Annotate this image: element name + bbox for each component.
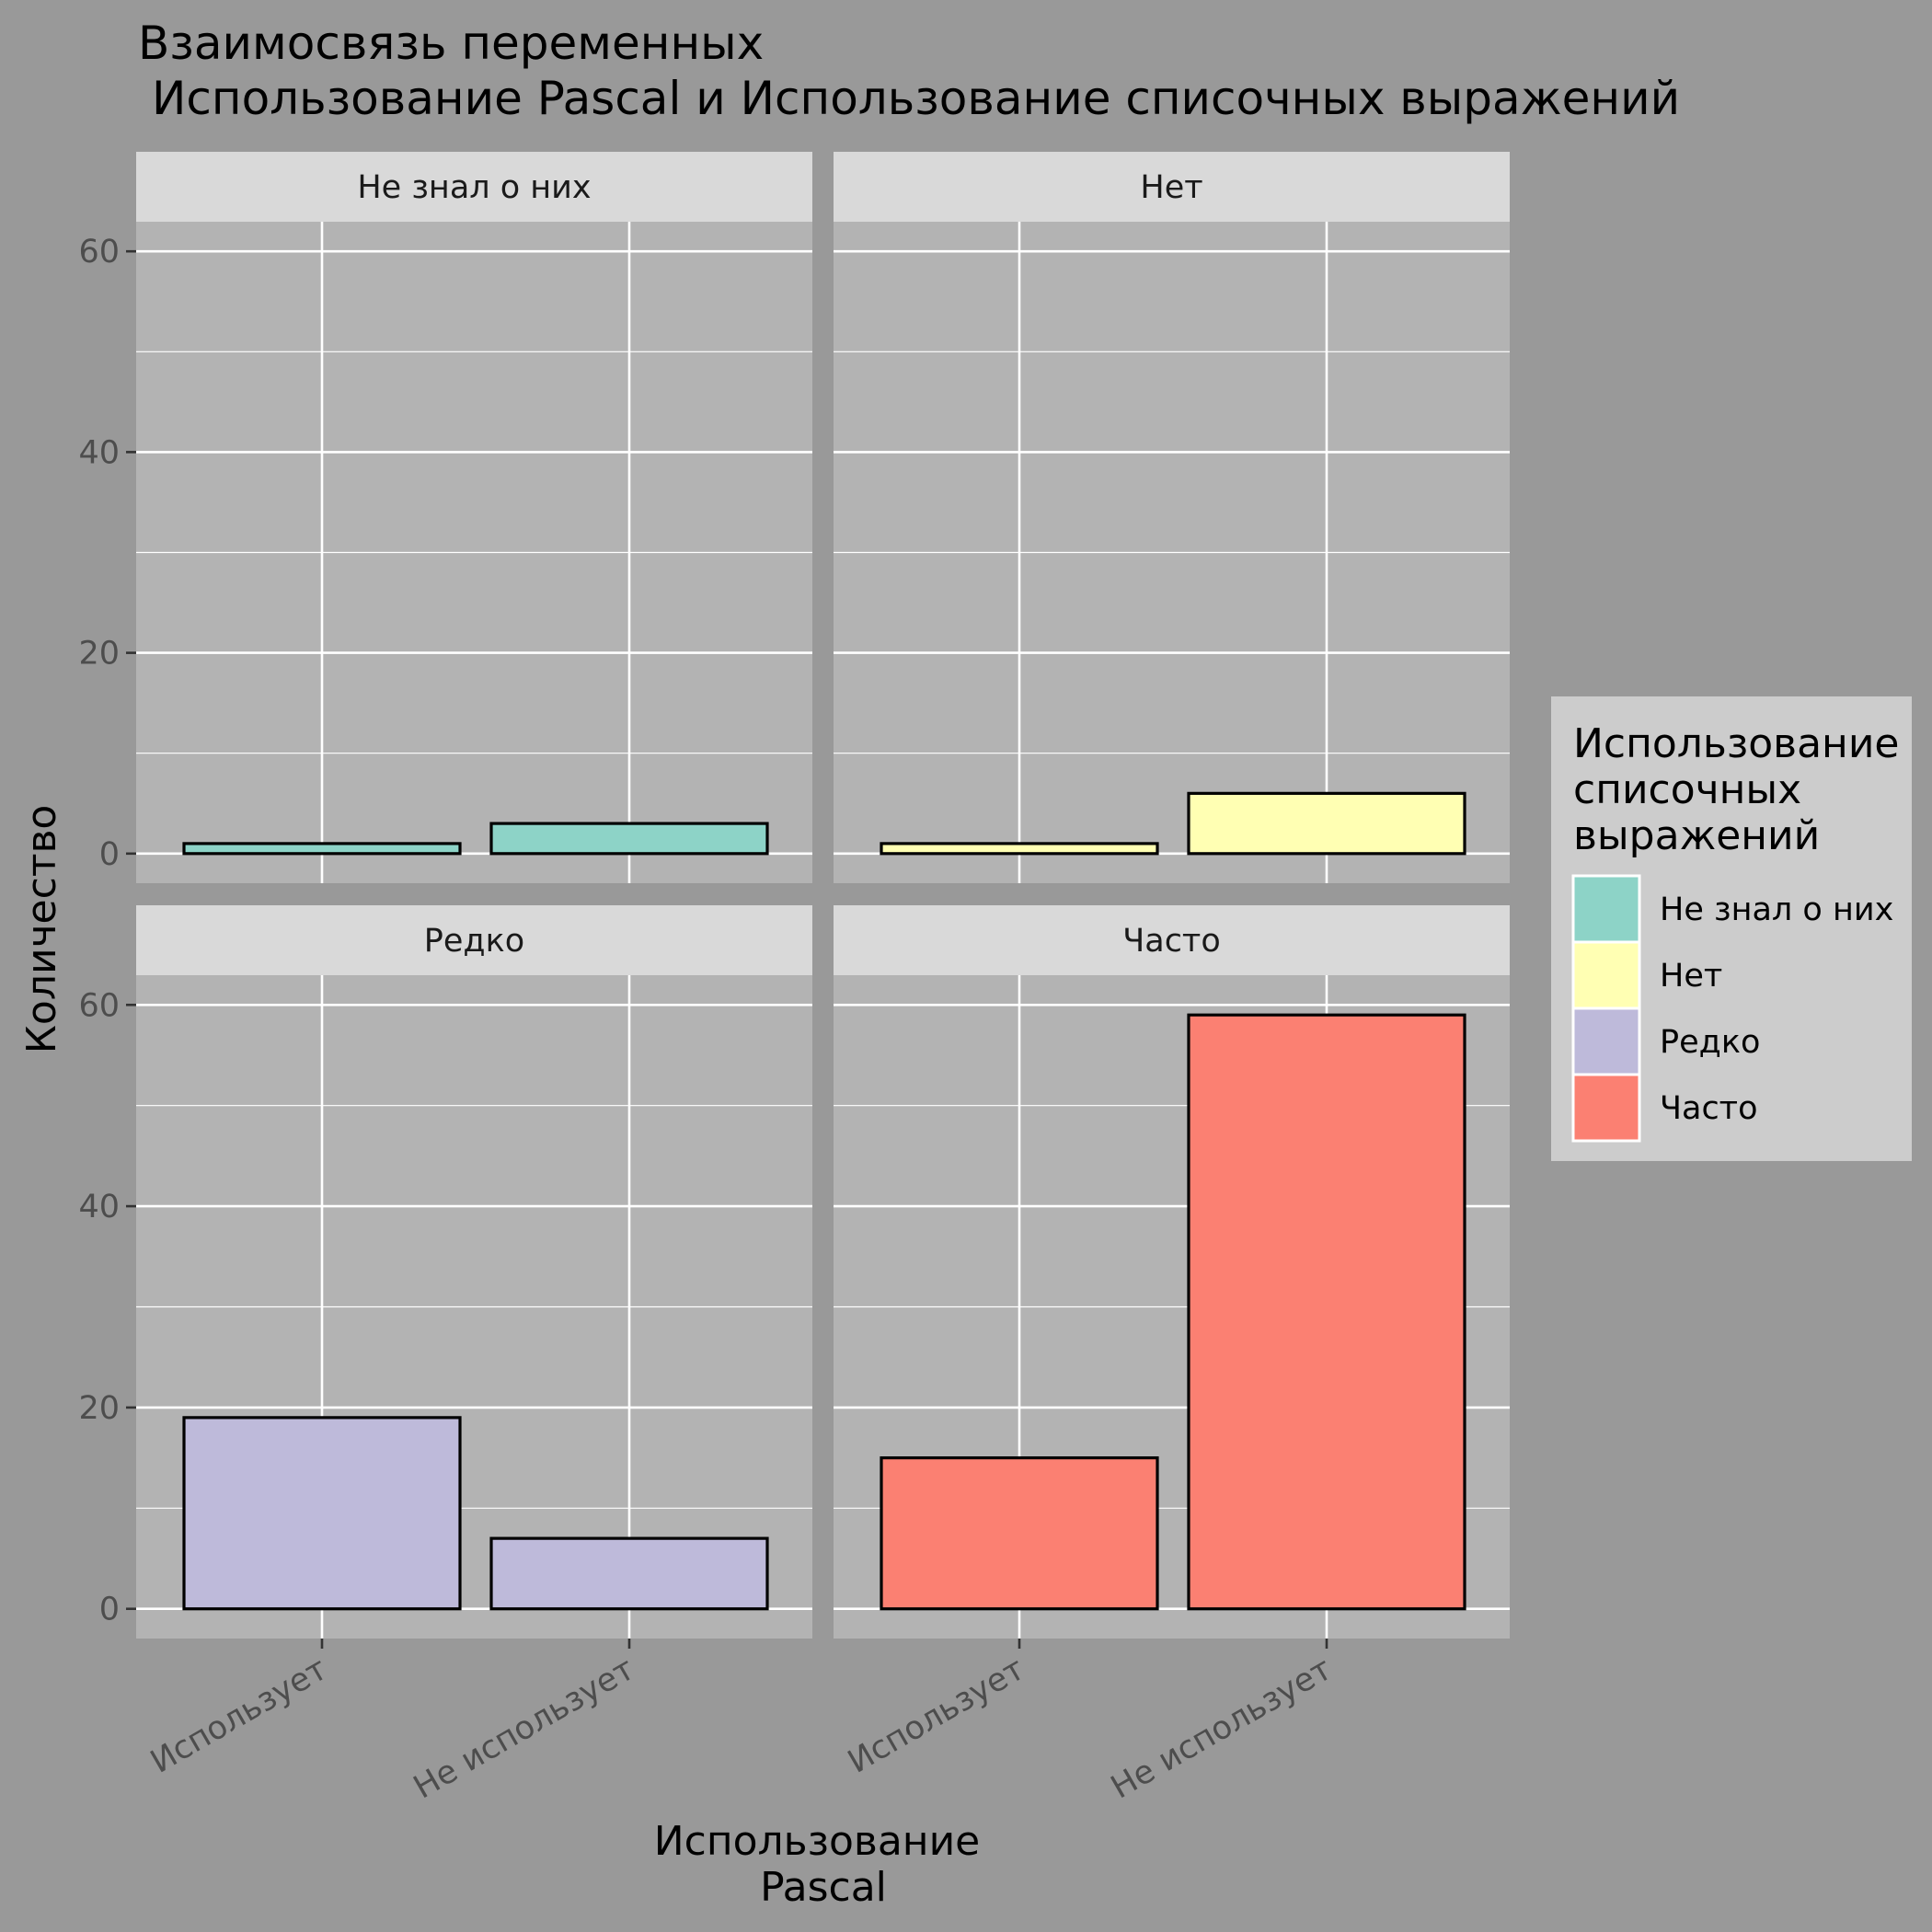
facet-strip [136,152,812,222]
y-tick-label: 20 [78,1390,120,1427]
facet-strip-label: Нет [1140,169,1202,206]
legend-swatch [1571,874,1641,944]
y-tick-label: 40 [78,434,120,471]
bar [1187,1013,1466,1611]
y-tick-label: 40 [78,1189,120,1225]
legend-swatch [1571,1006,1641,1076]
legend: Использование списочных выражений Не зна… [1551,696,1912,1161]
legend-label: Редко [1660,1024,1760,1061]
bar [880,842,1159,856]
legend-label: Часто [1660,1090,1758,1127]
y-tick-label: 0 [99,836,120,873]
legend-swatch [1571,940,1641,1010]
bar [880,1456,1159,1611]
y-tick-label: 20 [78,636,120,673]
bar [1187,791,1466,856]
bar [182,842,462,856]
legend-swatch [1571,1073,1641,1143]
y-tick-label: 0 [99,1592,120,1628]
y-tick-label: 60 [78,234,120,270]
facet-panels: Не знал о них0204060НетРедко0204060Испол… [78,152,1510,1807]
legend-label: Нет [1660,958,1722,995]
legend-title-line-1: Использование [1573,720,1900,767]
legend-label: Не знал о них [1660,891,1893,928]
y-tick-label: 60 [78,987,120,1024]
legend-title-line-2: списочных [1573,766,1801,813]
y-axis-title: Количество [18,805,65,1054]
bar [489,822,769,856]
facet-strip-label: Редко [424,923,524,960]
facet-strip [136,905,812,975]
facet-strip-label: Часто [1122,923,1221,960]
bar [182,1416,462,1611]
chart-title: Взаимосвязь переменных [138,17,764,70]
facet-panel: Не знал о них 0 20 40 60 [78,152,812,883]
facet-strip-label: Не знал о них [357,169,591,206]
facet-strip [834,905,1510,975]
facet-panel: Нет [834,152,1510,883]
legend-title-line-3: выражений [1573,812,1820,859]
x-axis-title-line-1: Использование [654,1818,981,1865]
bar [489,1536,769,1611]
chart-subtitle: Использование Pascal и Использование спи… [152,72,1680,125]
x-axis-title: Использование Pascal [654,1818,994,1911]
x-axis-title-line-2: Pascal [760,1864,887,1911]
facet-strip [834,152,1510,222]
legend-items: Не знал о них Нет Редко Часто [1571,874,1893,1143]
